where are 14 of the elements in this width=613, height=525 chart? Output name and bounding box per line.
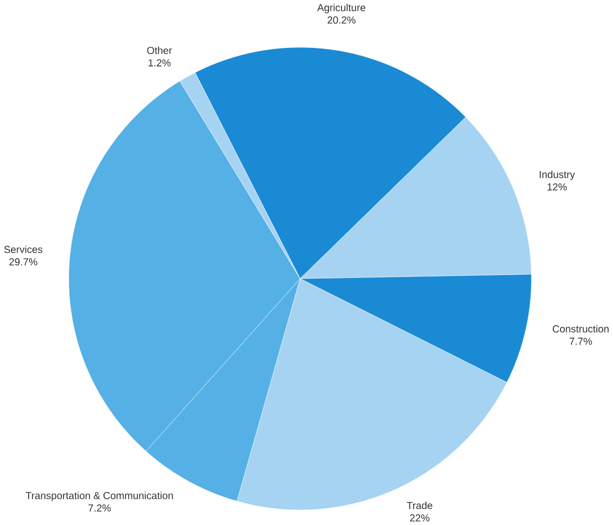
slice-label: Construction bbox=[552, 324, 609, 332]
slice-label: Services bbox=[4, 245, 42, 253]
data-label: 20.2% bbox=[328, 16, 356, 24]
data-label: 7.7% bbox=[570, 338, 592, 345]
data-label: 7.2% bbox=[88, 504, 111, 512]
slice-label: Transportation & Communication bbox=[26, 492, 173, 502]
slice-label: Agriculture bbox=[317, 4, 366, 14]
data-label: 12% bbox=[548, 183, 567, 190]
data-label: 22% bbox=[410, 514, 430, 522]
slice-label: Trade bbox=[406, 502, 432, 509]
data-label: 29.7% bbox=[9, 258, 38, 266]
slice-label: Other bbox=[147, 46, 172, 54]
data-label: 1.2% bbox=[148, 59, 171, 66]
slice-label: Industry bbox=[540, 170, 575, 180]
